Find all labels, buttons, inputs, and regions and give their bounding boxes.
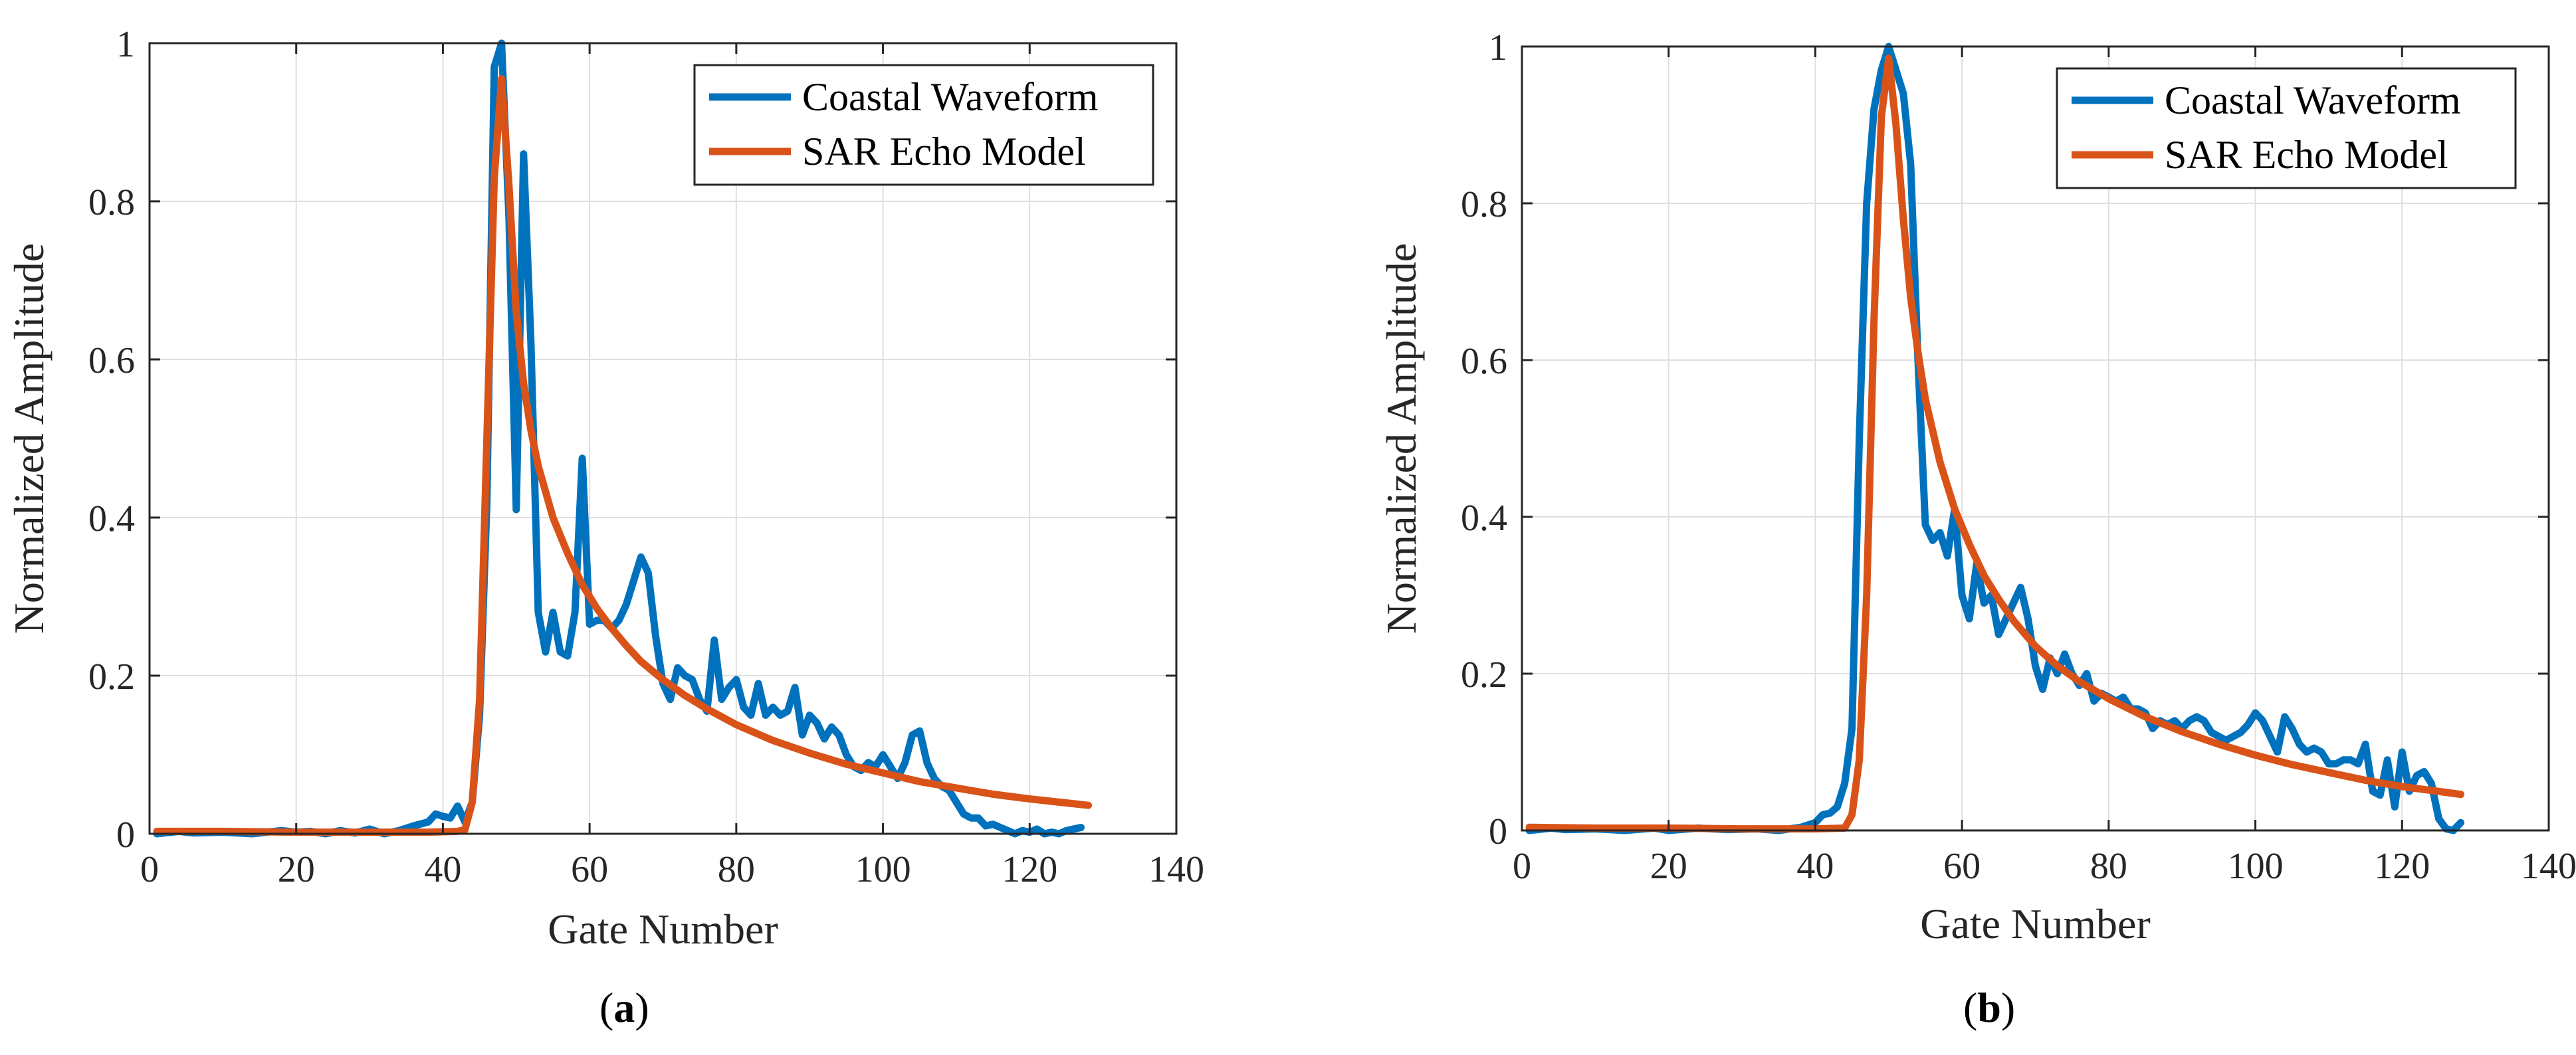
series-line-coastal-waveform	[1525, 43, 2465, 834]
x-tick-label: 20	[1650, 846, 1687, 887]
x-tick-label: 80	[718, 849, 755, 890]
x-tick-label: 60	[571, 849, 608, 890]
x-tick-label: 80	[2090, 846, 2127, 887]
x-axis-label: Gate Number	[548, 906, 778, 953]
legend: Coastal Waveform SAR Echo Model	[693, 64, 1154, 186]
legend-entry: Coastal Waveform	[802, 75, 1099, 119]
series-line-coastal-waveform	[153, 39, 1085, 838]
chart-panel-a: 0 20 40 60 80 100 120 140 0 0.2 0.4 0.6 0.8 1 Gate Num…	[5, 24, 1204, 953]
panel-label-a: (a)	[599, 984, 649, 1031]
y-tick-label: 0	[1489, 811, 1507, 852]
y-tick-label: 0.6	[88, 340, 135, 381]
legend-entry: Coastal Waveform	[2165, 78, 2461, 122]
x-tick-label: 120	[1002, 849, 1057, 890]
axes-box	[148, 42, 1178, 835]
y-tick-label: 0.6	[1461, 341, 1507, 382]
x-tick-label: 100	[2228, 846, 2284, 887]
legend-box	[2056, 67, 2517, 189]
y-tick-label: 0.8	[1461, 184, 1507, 225]
x-tick-label: 40	[424, 849, 461, 890]
chart-panel-b: 0 20 40 60 80 100 120 140 0 0.2 0.4 0.6 0.8 1 Gate Num…	[1378, 27, 2576, 947]
y-tick-label: 1	[1489, 27, 1507, 68]
legend-box	[693, 64, 1154, 186]
x-tick-label: 120	[2374, 846, 2430, 887]
y-tick-label: 0.2	[88, 656, 135, 698]
x-tick-label: 20	[278, 849, 315, 890]
x-tick-label: 60	[1943, 846, 1981, 887]
x-tick-label: 0	[1513, 846, 1531, 887]
y-axis-label: Normalized Amplitude	[1378, 243, 1425, 634]
x-tick-label: 40	[1796, 846, 1834, 887]
y-tick-label: 0.4	[88, 498, 135, 539]
y-axis-label: Normalized Amplitude	[5, 243, 53, 634]
y-tick-label: 0	[116, 815, 135, 856]
x-tick-label: 0	[140, 849, 159, 890]
legend-entry: SAR Echo Model	[2165, 133, 2448, 177]
y-tick-label: 0.2	[1461, 654, 1507, 696]
x-axis-label: Gate Number	[1920, 900, 2151, 947]
legend-entry: SAR Echo Model	[802, 130, 1086, 173]
legend: Coastal Waveform SAR Echo Model	[2056, 67, 2517, 189]
x-tick-label: 100	[855, 849, 911, 890]
series-line-sar-echo-model	[153, 75, 1093, 836]
panel-label-b: (b)	[1963, 984, 2016, 1031]
series-line-sar-echo-model	[1525, 54, 2465, 833]
x-tick-label: 140	[2521, 846, 2576, 887]
x-tick-label: 140	[1148, 849, 1204, 890]
y-tick-label: 0.8	[88, 182, 135, 223]
y-tick-label: 0.4	[1461, 498, 1507, 539]
axes-box	[1521, 45, 2550, 832]
y-tick-label: 1	[116, 24, 135, 65]
